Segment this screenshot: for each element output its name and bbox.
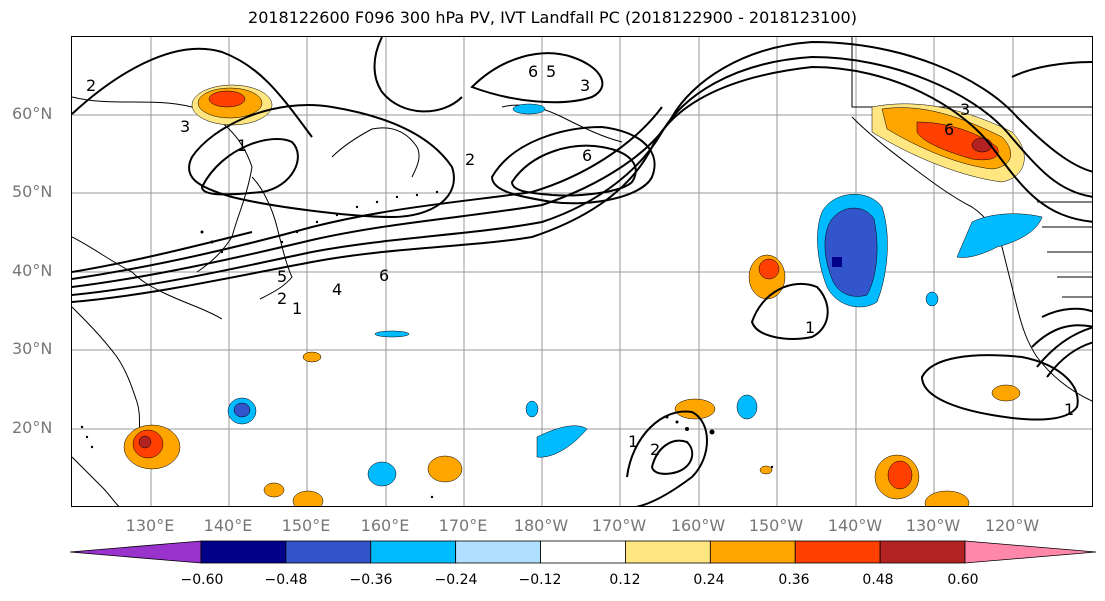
lon-label-150w: 150°W: [748, 516, 804, 535]
colorbar-tick: 0.36: [778, 572, 810, 588]
colorbar-tick: −0.24: [434, 572, 478, 588]
map-title: 2018122600 F096 300 hPa PV, IVT Landfall…: [248, 8, 857, 27]
contour-label: 2: [277, 289, 287, 308]
colorbar-tick: 0.60: [947, 572, 979, 588]
lat-label-50n: 50°N: [12, 182, 53, 201]
lon-label-160w: 160°W: [670, 516, 726, 535]
lat-label-40n: 40°N: [12, 261, 53, 280]
contour-label: 4: [332, 280, 342, 299]
colorbar-segment: [709, 540, 796, 564]
colorbar-segment: [200, 540, 287, 564]
lon-label-130e: 130°E: [125, 516, 175, 535]
colorbar-segment: [625, 540, 711, 564]
contour-label: 5: [277, 267, 287, 286]
contour-label: 6: [379, 266, 389, 285]
colorbar: [70, 540, 1096, 564]
contour-label: 1: [1064, 400, 1074, 419]
contour-label: 1: [292, 299, 302, 318]
contour-label: 6: [944, 120, 954, 139]
contour-label: 2: [86, 76, 96, 95]
colorbar-segment: [70, 540, 202, 564]
map-panel: 2 3 1 6 2 5 6 6 3 3 5 2 4 6 1 1 2 1 1: [71, 36, 1093, 507]
lon-label-170e: 170°E: [438, 516, 488, 535]
colorbar-tick: −0.60: [180, 572, 224, 588]
lon-label-130w: 130°W: [905, 516, 961, 535]
shaded-regions: [123, 84, 1043, 506]
map-canvas: 2 3 1 6 2 5 6 6 3 3 5 2 4 6 1 1 2 1 1: [72, 37, 1092, 506]
contour-labels: 2 3 1 6 2 5 6 6 3 3 5 2 4 6 1 1 2 1 1: [86, 62, 1074, 459]
lon-label-180w: 180°W: [513, 516, 569, 535]
colorbar-segment: [794, 540, 881, 564]
colorbar-tick: −0.36: [349, 572, 393, 588]
lon-label-140w: 140°W: [827, 516, 883, 535]
contour-label: 6: [528, 62, 538, 81]
colorbar-segment: [879, 540, 966, 564]
colorbar-tick: 0.12: [609, 572, 641, 588]
lat-label-30n: 30°N: [12, 339, 53, 358]
colorbar-segment: [455, 540, 541, 564]
lat-label-60n: 60°N: [12, 104, 53, 123]
lon-label-140e: 140°E: [203, 516, 253, 535]
lon-label-150e: 150°E: [281, 516, 331, 535]
contour-label: 3: [180, 117, 190, 136]
colorbar-tick: 0.48: [862, 572, 894, 588]
lon-label-170w: 170°W: [591, 516, 647, 535]
colorbar-segment: [964, 540, 1096, 564]
contour-label: 5: [546, 62, 556, 81]
lon-label-160e: 160°E: [360, 516, 410, 535]
contour-label: 1: [805, 318, 815, 337]
contour-label: 3: [580, 76, 590, 95]
pv-contours: [72, 37, 1092, 506]
lon-label-120w: 120°W: [984, 516, 1040, 535]
contour-label: 1: [237, 136, 247, 155]
colorbar-tick: −0.12: [518, 572, 562, 588]
contour-label: 6: [582, 146, 592, 165]
colorbar-segment: [370, 540, 457, 564]
lat-label-20n: 20°N: [12, 418, 53, 437]
contour-label: 1: [628, 432, 638, 451]
contour-label: 2: [650, 440, 660, 459]
colorbar-segment: [285, 540, 372, 564]
contour-label: 2: [465, 150, 475, 169]
colorbar-tick: −0.48: [264, 572, 308, 588]
colorbar-tick: 0.24: [693, 572, 725, 588]
colorbar-segment: [540, 540, 626, 564]
contour-label: 3: [960, 100, 970, 119]
